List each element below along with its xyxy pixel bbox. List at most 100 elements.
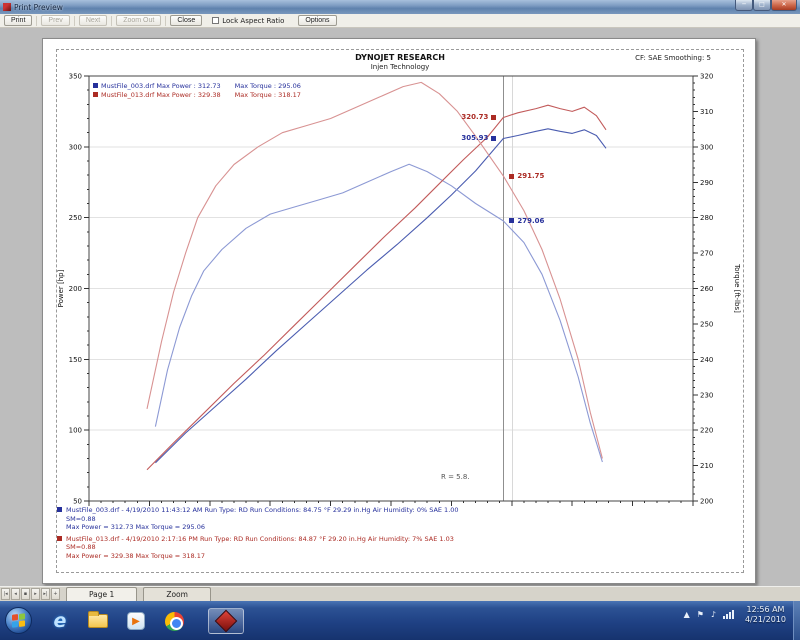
taskbar-chrome[interactable] — [156, 608, 192, 634]
run-info-blue-line3: Max Power = 312.73 Max Torque = 295.06 — [66, 523, 206, 531]
power-axis-tick-label: 150 — [69, 356, 82, 364]
maximize-button[interactable]: □ — [753, 0, 771, 11]
run-info-red-line2: SM=0.88 — [66, 543, 96, 551]
volume-icon[interactable]: ♪ — [710, 610, 716, 619]
power-axis-tick-label: 100 — [69, 427, 82, 435]
run-info-blue-line2: SM=0.88 — [66, 514, 96, 523]
torque-axis-tick-label: 320 — [700, 73, 713, 81]
legend-swatch-red — [93, 92, 98, 97]
first-page-button[interactable]: |◂ — [1, 588, 10, 600]
window-title: Print Preview — [14, 2, 63, 12]
legend-swatch-blue — [93, 83, 98, 88]
taskbar-media-player[interactable]: ▶ — [118, 608, 154, 634]
start-button[interactable] — [5, 607, 32, 634]
power-curve — [146, 104, 607, 471]
tab-page-1[interactable]: Page 1 — [66, 587, 138, 601]
minimize-button[interactable]: ─ — [735, 0, 753, 11]
windows-taskbar: e ▶ ▲ ⚑ ♪ 12:56 AM 4/21/2010 — [0, 601, 800, 640]
legend-row-red: MustFile_013.drf Max Power : 329.38 Max … — [93, 90, 301, 99]
tab-zoom[interactable]: Zoom — [143, 587, 211, 601]
dyno-chart: 50 100 150 200 250 300 350 200 210 220 230 240 250 26… — [57, 73, 741, 506]
torque-axis-tick-label: 270 — [700, 250, 713, 258]
show-hidden-icons-icon[interactable]: ▲ — [683, 610, 690, 619]
dyno-report-page: DYNOJET RESEARCH Injen Technology CF: SA… — [42, 38, 756, 584]
prev-button[interactable]: Prev — [41, 15, 70, 26]
clock-date: 4/21/2010 — [744, 615, 786, 624]
action-center-icon[interactable]: ⚑ — [696, 610, 704, 619]
run-info-red-line1: MustFile_013.drf - 4/19/2010 2:17:16 PM … — [57, 535, 747, 544]
toolbar-separator — [165, 15, 167, 26]
network-icon[interactable] — [723, 610, 734, 619]
lock-aspect-checkbox[interactable] — [212, 17, 220, 24]
power-axis-tick-label: 200 — [69, 285, 82, 293]
torque-axis-tick-label: 220 — [700, 427, 713, 435]
gear-ratio-readout: R = 5.8. — [441, 473, 470, 481]
report-title: DYNOJET RESEARCH — [355, 53, 445, 62]
clock-time: 12:56 AM — [746, 605, 785, 614]
legend-text: MustFile_003.drf Max Power : 312.73 — [101, 81, 221, 90]
app-icon — [3, 3, 11, 11]
page-dashed-border — [56, 49, 744, 573]
legend-text: MustFile_013.drf Max Power : 329.38 — [101, 90, 221, 99]
run-info-blue-line1: MustFile_003.drf - 4/19/2010 11:43:12 AM… — [57, 506, 747, 515]
torque-axis-tick-label: 310 — [700, 108, 713, 116]
page-indicator-button[interactable]: ▪ — [21, 588, 30, 600]
cursor-power-value-red: 320.73 — [428, 113, 497, 121]
taskbar-dyno-app-active[interactable] — [208, 608, 244, 634]
marker-square-icon — [491, 135, 497, 141]
cursor-torque-value-blue: 279.06 — [509, 217, 544, 225]
cursor-power-value-blue: 305.93 — [428, 134, 497, 142]
options-button[interactable]: Options — [298, 15, 337, 26]
toolbar-separator — [111, 15, 113, 26]
lock-aspect-label: Lock Aspect Ratio — [222, 16, 285, 25]
run-info-red-line3: Max Power = 329.38 Max Torque = 318.17 — [66, 551, 206, 560]
torque-axis-tick-label: 200 — [700, 498, 713, 506]
run-swatch-red — [57, 535, 62, 541]
next-button[interactable]: Next — [78, 15, 108, 26]
power-axis-tick-label: 250 — [69, 214, 82, 222]
torque-axis-tick-label: 290 — [700, 179, 713, 187]
torque-curve — [154, 163, 603, 463]
close-window-button[interactable]: ✕ — [771, 0, 797, 11]
taskbar-clock[interactable]: 12:56 AM 4/21/2010 — [745, 605, 786, 625]
close-preview-button[interactable]: Close — [170, 15, 203, 26]
chart-legend: MustFile_003.drf Max Power : 312.73 Max … — [93, 81, 301, 99]
taskbar-windows-explorer[interactable] — [80, 608, 116, 634]
toolbar-separator — [36, 15, 38, 26]
torque-axis-title: Torque [ft-lbs] — [733, 263, 741, 313]
marker-square-icon — [509, 218, 515, 224]
toolbar-separator — [73, 15, 75, 26]
cursor-torque-value-red: 291.75 — [509, 172, 544, 180]
marker-square-icon — [491, 114, 497, 120]
dyno-app-icon — [214, 609, 238, 633]
correction-smoothing-text: CF: SAE Smoothing: 5 — [635, 54, 711, 62]
torque-axis-tick-label: 280 — [700, 214, 713, 222]
torque-axis-tick-label: 240 — [700, 356, 713, 364]
power-axis-tick-label: 300 — [69, 143, 82, 151]
marker-square-icon — [509, 173, 515, 179]
status-bar: |◂ ◂ ▪ ▸ ▸| + Page 1 Zoom — [0, 586, 800, 601]
run-swatch-blue — [57, 507, 62, 512]
last-page-button[interactable]: ▸| — [41, 588, 50, 600]
zoom-out-button[interactable]: Zoom Out — [116, 15, 162, 26]
power-axis-tick-label: 350 — [69, 73, 82, 81]
toolbar: Print Prev Next Zoom Out Close Lock Aspe… — [0, 14, 800, 28]
taskbar-internet-explorer[interactable]: e — [42, 608, 78, 634]
run-info-block: MustFile_003.drf - 4/19/2010 11:43:12 AM… — [57, 506, 747, 560]
power-axis-tick-label: 50 — [73, 498, 82, 506]
media-player-icon: ▶ — [127, 612, 145, 630]
internet-explorer-icon: e — [53, 610, 67, 632]
system-tray: ▲ ⚑ ♪ — [684, 610, 734, 619]
add-page-button[interactable]: + — [51, 588, 60, 600]
title-bar[interactable]: Print Preview ─ □ ✕ — [0, 0, 800, 14]
show-desktop-button[interactable] — [793, 601, 800, 640]
legend-text: Max Torque : 295.06 — [234, 81, 301, 90]
next-page-button[interactable]: ▸ — [31, 588, 40, 600]
torque-axis-tick-label: 260 — [700, 285, 713, 293]
legend-text: Max Torque : 318.17 — [234, 90, 301, 99]
print-button[interactable]: Print — [4, 15, 33, 26]
prev-page-button[interactable]: ◂ — [11, 588, 20, 600]
windows-flag-icon — [12, 613, 25, 628]
torque-curve — [146, 81, 603, 459]
